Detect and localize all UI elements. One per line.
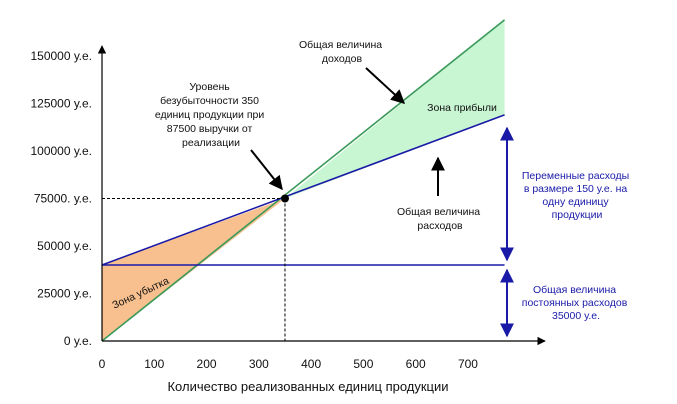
- break-even-arrow: [250, 149, 283, 191]
- y-tick-label: 0 у.е.: [64, 334, 92, 348]
- y-tick-label: 125000 у.е.: [30, 97, 92, 111]
- revenue-annotation: Общая величина доходов: [299, 39, 385, 65]
- x-axis-label: Количество реализованных единиц продукци…: [167, 379, 448, 394]
- total-costs-line: [101, 114, 505, 266]
- x-tick-label: 0: [99, 357, 106, 371]
- y-tick-label: 50000 у.е.: [37, 239, 92, 253]
- profit-zone-label: Зона прибыли: [427, 102, 497, 114]
- x-tick-label: 300: [249, 357, 269, 371]
- x-tick-label: 500: [353, 357, 373, 371]
- x-tick-labels: 0 100 200 300 400 500 600 700: [99, 357, 479, 371]
- profit-zone: [284, 19, 505, 199]
- variable-costs-annotation: Переменные расходы в размере 150 у.е. на…: [522, 170, 632, 221]
- costs-annotation: Общая величина расходов: [397, 206, 483, 232]
- x-tick-label: 200: [197, 357, 217, 371]
- y-tick-label: 25000 у.е.: [37, 287, 92, 301]
- y-tick-label: 100000 у.е.: [30, 144, 92, 158]
- y-tick-labels: 0 у.е. 25000 у.е. 50000 у.е. 75000. у.е. 100…: [30, 49, 92, 348]
- x-tick-label: 600: [406, 357, 426, 371]
- x-tick-label: 700: [458, 357, 478, 371]
- break-even-point: [280, 194, 289, 203]
- y-tick-label: 150000 у.е.: [30, 49, 92, 63]
- revenue-arrow: [365, 67, 406, 104]
- x-tick-label: 100: [144, 357, 164, 371]
- y-tick-label: 75000. у.е.: [34, 192, 92, 206]
- fixed-costs-annotation: Общая величина постоянных расходов 35000…: [522, 284, 630, 322]
- revenue-line: [101, 19, 506, 342]
- x-tick-label: 400: [301, 357, 321, 371]
- break-even-annotation: Уровень безубыточности 350 единиц продук…: [155, 81, 267, 149]
